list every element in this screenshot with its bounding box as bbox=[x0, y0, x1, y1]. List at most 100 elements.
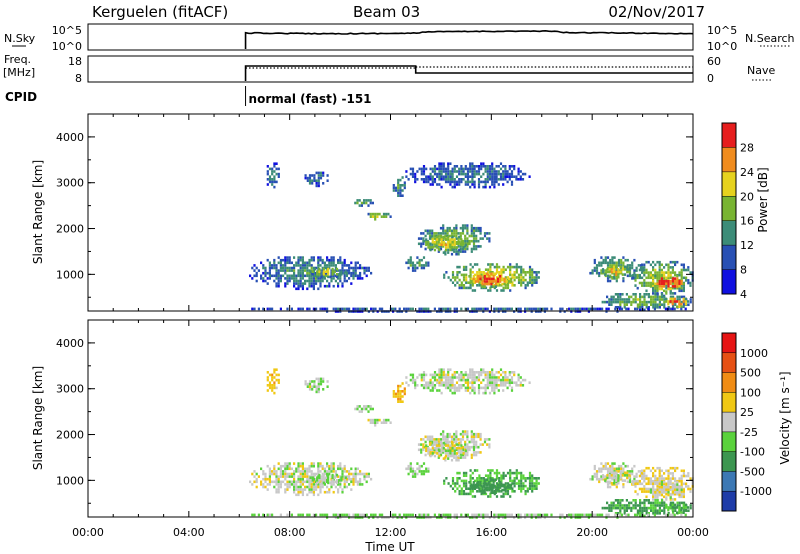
power-cell bbox=[585, 307, 588, 311]
velocity-cell bbox=[438, 376, 441, 379]
velocity-cell bbox=[449, 378, 452, 382]
velocity-cell bbox=[619, 504, 622, 507]
velocity-cell bbox=[526, 513, 529, 517]
power-cell bbox=[440, 162, 443, 165]
power-cell bbox=[311, 270, 314, 273]
power-cell bbox=[484, 170, 487, 173]
velocity-cell bbox=[354, 480, 357, 484]
power-cell bbox=[475, 245, 478, 248]
power-cell bbox=[663, 285, 666, 288]
velocity-cell bbox=[414, 386, 417, 390]
velocity-cell bbox=[491, 469, 494, 472]
velocity-cell bbox=[444, 444, 448, 447]
power-cell bbox=[315, 307, 318, 311]
power-cell bbox=[471, 167, 474, 171]
power-cell bbox=[472, 275, 475, 278]
velocity-cell bbox=[273, 480, 276, 484]
power-cell bbox=[451, 175, 454, 178]
velocity-cell bbox=[614, 499, 617, 502]
velocity-cell bbox=[438, 444, 441, 447]
power-cell bbox=[531, 281, 534, 284]
power-cell bbox=[652, 279, 655, 283]
velocity-cell bbox=[414, 475, 417, 478]
power-cell bbox=[641, 276, 644, 280]
power-cell bbox=[626, 265, 629, 269]
power-cell bbox=[308, 282, 311, 285]
power-cell bbox=[475, 226, 478, 230]
power-cell bbox=[290, 274, 293, 278]
velocity-cell bbox=[317, 380, 320, 383]
velocity-cell bbox=[466, 451, 469, 454]
velocity-cell bbox=[479, 435, 482, 439]
velocity-cell bbox=[439, 438, 443, 441]
velocity-cell bbox=[310, 464, 313, 468]
velocity-cell bbox=[442, 457, 445, 460]
velocity-cell bbox=[451, 454, 454, 458]
velocity-cell bbox=[422, 445, 425, 449]
power-cell bbox=[295, 277, 298, 280]
velocity-cell bbox=[414, 378, 417, 382]
power-cell bbox=[619, 270, 622, 274]
velocity-cell bbox=[680, 474, 683, 478]
velocity-cell bbox=[508, 373, 511, 377]
velocity-cell bbox=[520, 484, 523, 488]
power-cell bbox=[669, 300, 672, 303]
power-cell bbox=[284, 284, 287, 288]
velocity-cell bbox=[451, 452, 454, 455]
power-cell bbox=[310, 274, 313, 278]
velocity-cell bbox=[652, 490, 655, 493]
power-cell bbox=[257, 307, 260, 311]
velocity-cell bbox=[652, 512, 655, 515]
velocity-cell bbox=[284, 472, 287, 476]
power-cell bbox=[306, 279, 309, 283]
velocity-cell bbox=[309, 476, 312, 479]
power-cell bbox=[397, 184, 400, 187]
freq-unit: [MHz] bbox=[3, 66, 35, 79]
velocity-cell bbox=[645, 512, 648, 515]
velocity-cell bbox=[658, 493, 661, 497]
power-cell bbox=[361, 277, 364, 280]
colorbar-swatch bbox=[722, 372, 736, 393]
power-cell bbox=[299, 307, 302, 311]
velocity-cell bbox=[288, 485, 291, 489]
velocity-cell bbox=[669, 506, 672, 509]
power-cell bbox=[488, 165, 492, 168]
power-cell bbox=[590, 307, 593, 311]
velocity-cell bbox=[606, 472, 610, 476]
velocity-cell bbox=[510, 389, 514, 392]
power-cell bbox=[636, 276, 639, 280]
velocity-cell bbox=[590, 513, 593, 517]
velocity-cell bbox=[660, 477, 663, 480]
power-cell bbox=[495, 307, 498, 311]
power-cell bbox=[486, 232, 489, 235]
velocity-cell bbox=[658, 501, 661, 505]
velocity-cell bbox=[502, 513, 505, 517]
velocity-cell bbox=[451, 487, 455, 490]
velocity-cell bbox=[444, 513, 447, 517]
power-cell bbox=[647, 307, 650, 311]
power-cell bbox=[643, 284, 646, 287]
velocity-cell bbox=[638, 482, 641, 486]
power-cell bbox=[689, 300, 692, 304]
power-cell bbox=[489, 289, 492, 292]
velocity-cell bbox=[493, 373, 496, 377]
power-cell bbox=[654, 285, 657, 288]
velocity-cell bbox=[466, 453, 469, 457]
power-cell bbox=[284, 282, 287, 285]
power-cell bbox=[612, 300, 615, 304]
power-cell bbox=[436, 175, 439, 178]
velocity-cell bbox=[367, 418, 370, 422]
velocity-cell bbox=[451, 479, 455, 483]
velocity-cell bbox=[470, 445, 473, 449]
velocity-cell bbox=[480, 479, 483, 483]
power-cell bbox=[451, 235, 454, 239]
velocity-cell bbox=[327, 481, 330, 485]
power-cell bbox=[656, 276, 659, 280]
power-cell bbox=[359, 264, 362, 267]
power-cell bbox=[656, 293, 659, 296]
power-cell bbox=[449, 172, 452, 176]
power-cell bbox=[509, 289, 512, 292]
power-cell bbox=[416, 256, 419, 259]
power-cell bbox=[266, 258, 269, 262]
power-cell bbox=[678, 305, 681, 308]
